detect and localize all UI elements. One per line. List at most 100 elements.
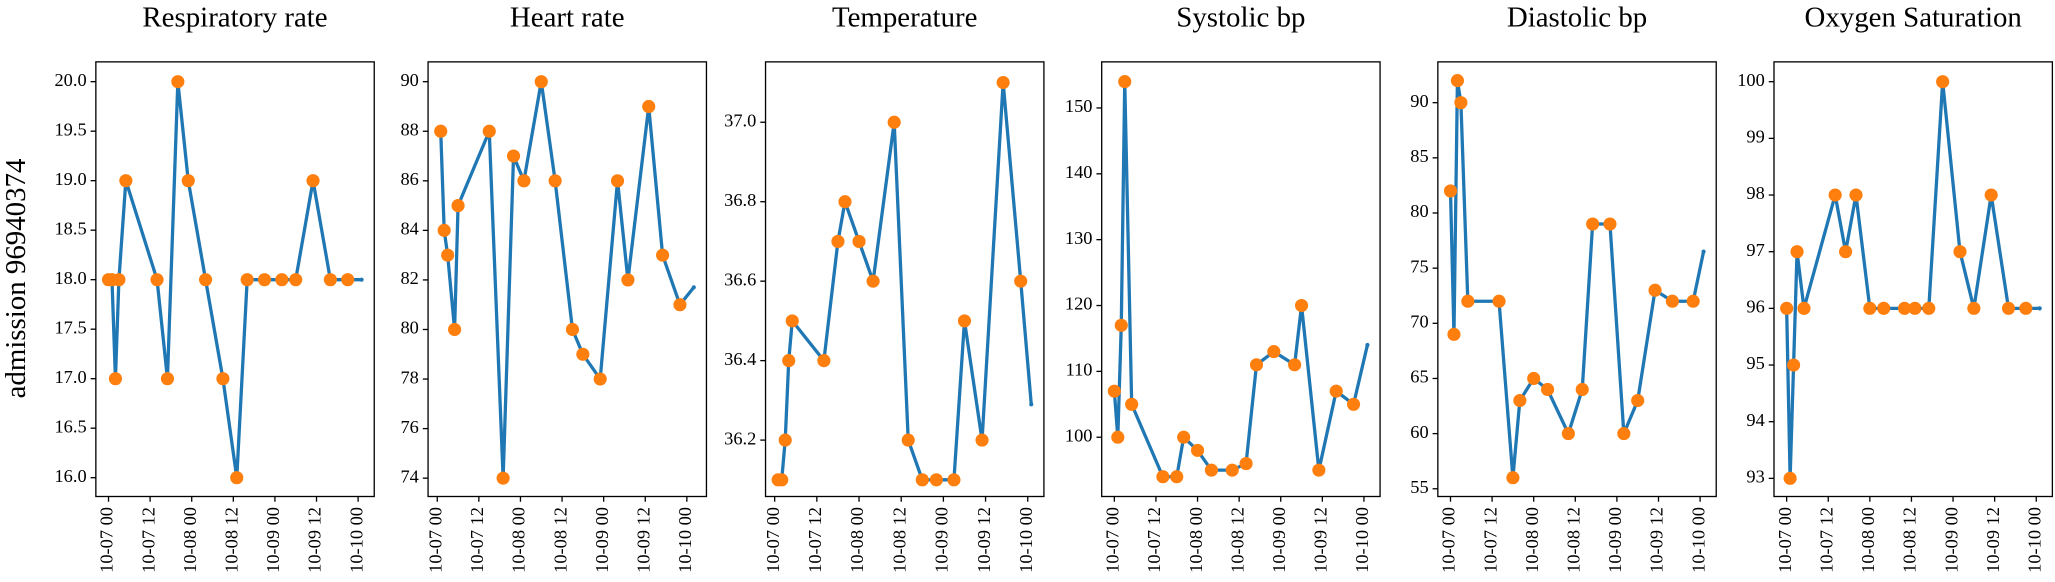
observation-marker <box>150 273 164 287</box>
line-point <box>1701 249 1706 254</box>
observation-marker <box>1225 463 1239 477</box>
observation-marker <box>1849 188 1863 202</box>
line-point <box>1029 402 1034 407</box>
y-tick-label: 55 <box>1410 477 1428 497</box>
axes-frame <box>1773 61 2054 498</box>
subplot-title: Systolic bp <box>1176 1 1305 33</box>
x-tick-label: 10-08 12 <box>889 507 909 573</box>
observation-marker <box>1492 294 1506 308</box>
observation-marker <box>1346 397 1361 411</box>
observation-marker <box>171 75 185 89</box>
observation-marker <box>1461 294 1475 308</box>
y-tick-label: 90 <box>1410 91 1428 111</box>
y-tick-label: 19.5 <box>55 119 87 139</box>
y-tick-label: 16.0 <box>55 466 87 486</box>
y-tick-label: 120 <box>1065 294 1093 314</box>
y-tick-label: 37.0 <box>724 110 756 130</box>
observation-marker <box>548 174 562 188</box>
x-tick-label: 10-09 12 <box>1647 507 1667 573</box>
observation-marker <box>1665 294 1679 308</box>
y-tick-label: 150 <box>1065 96 1093 116</box>
observation-marker <box>289 273 303 287</box>
observation-marker <box>1249 358 1264 372</box>
observation-marker <box>576 347 590 361</box>
observation-marker <box>929 473 943 487</box>
observation-marker <box>2001 301 2016 315</box>
observation-marker <box>1513 393 1527 408</box>
observation-marker <box>1603 217 1617 231</box>
y-tick-label: 17.0 <box>55 367 87 387</box>
x-tick-label: 10-07 00 <box>425 507 445 573</box>
observation-marker <box>1527 371 1541 386</box>
line-point <box>691 285 696 290</box>
observation-marker <box>1156 470 1170 484</box>
x-tick-label: 10-09 12 <box>1983 507 2003 573</box>
observation-marker <box>852 234 866 249</box>
observation-marker <box>1877 301 1891 315</box>
observation-marker <box>441 248 455 262</box>
observation-marker <box>1828 188 1842 202</box>
subplot: Systolic bp 100 110 120 130 140 150 10-07 00 10-… <box>1065 1 1381 573</box>
observation-marker <box>216 372 230 386</box>
x-tick-label: 10-08 12 <box>1564 507 1584 573</box>
observation-marker <box>199 273 213 287</box>
observation-marker <box>240 273 254 287</box>
observation-marker <box>838 195 852 209</box>
x-tick-label: 10-07 00 <box>763 507 783 573</box>
y-tick-label: 110 <box>1066 360 1093 380</box>
x-tick-label: 10-07 12 <box>805 507 825 573</box>
observation-marker <box>1118 75 1132 89</box>
observation-marker <box>817 354 831 368</box>
y-tick-label: 60 <box>1410 422 1428 442</box>
observation-marker <box>181 174 195 188</box>
observation-marker <box>517 174 531 188</box>
x-tick-label: 10-08 12 <box>1227 507 1247 573</box>
observation-marker <box>1107 384 1121 398</box>
observation-marker <box>1967 301 1981 315</box>
x-tick-label: 10-08 00 <box>1186 507 1206 573</box>
x-tick-label: 10-10 00 <box>2024 507 2044 573</box>
observation-marker <box>1783 471 1797 485</box>
y-tick-label: 36.2 <box>724 428 756 448</box>
y-tick-label: 36.8 <box>724 190 756 210</box>
observation-marker <box>1953 245 1967 259</box>
x-tick-label: 10-10 00 <box>346 507 366 573</box>
observation-marker <box>1839 245 1853 259</box>
line-point <box>2037 306 2042 311</box>
observation-marker <box>160 372 175 386</box>
y-tick-label: 94 <box>1746 410 1764 430</box>
observation-marker <box>108 372 123 386</box>
y-tick-label: 95 <box>1746 353 1764 373</box>
x-tick-label: 10-09 00 <box>263 507 283 573</box>
y-axis-label: admission 96940374 <box>0 159 32 399</box>
y-tick-label: 70 <box>1410 312 1428 332</box>
x-tick-label: 10-08 00 <box>1858 507 1878 573</box>
x-tick-label: 10-07 12 <box>467 507 487 573</box>
observation-marker <box>915 473 929 487</box>
observation-marker <box>1936 75 1950 89</box>
x-tick-label: 10-08 12 <box>550 507 570 573</box>
y-tick-label: 74 <box>401 466 419 486</box>
observation-marker <box>341 273 355 287</box>
y-tick-label: 75 <box>1410 256 1428 276</box>
subplot: Heart rate 74 76 78 80 82 84 86 88 90 10-07 00 10-0… <box>401 1 708 573</box>
subplot-title: Heart rate <box>510 1 625 33</box>
y-tick-label: 99 <box>1746 127 1764 147</box>
observation-marker <box>496 471 510 485</box>
observation-marker <box>1561 427 1575 441</box>
observation-marker <box>1267 345 1281 359</box>
observation-marker <box>775 473 789 487</box>
y-tick-label: 19.0 <box>55 169 87 189</box>
observation-marker <box>437 223 451 237</box>
observation-marker <box>1586 217 1600 231</box>
x-tick-label: 10-07 00 <box>1439 507 1459 573</box>
observation-marker <box>1908 301 1922 315</box>
observation-marker <box>831 234 845 249</box>
x-tick-label: 10-09 00 <box>1941 507 1961 573</box>
y-tick-label: 80 <box>401 318 419 338</box>
observation-marker <box>1111 430 1125 444</box>
y-tick-label: 140 <box>1065 162 1093 182</box>
observation-marker <box>1312 463 1326 477</box>
x-tick-label: 10-10 00 <box>1016 507 1036 573</box>
